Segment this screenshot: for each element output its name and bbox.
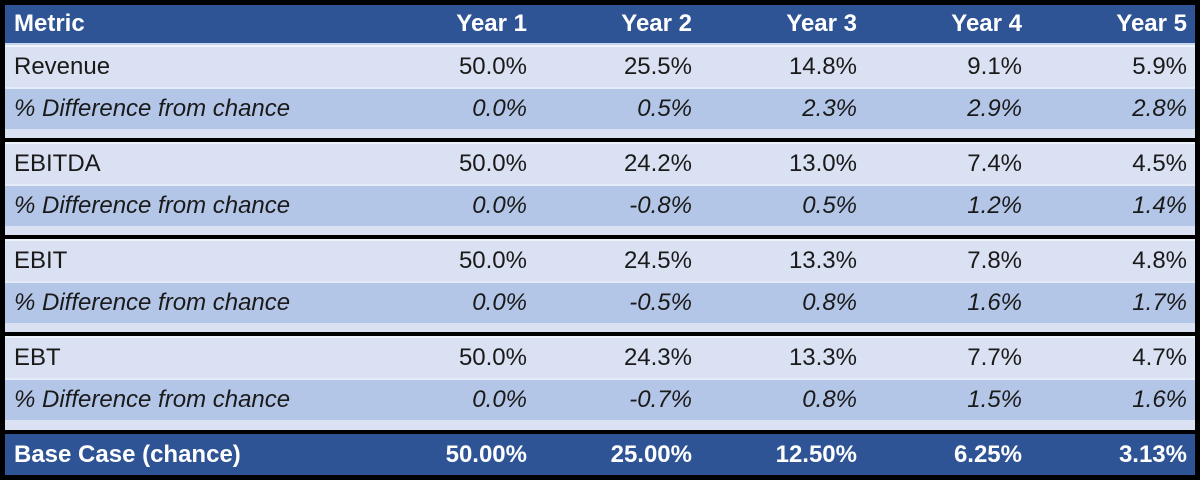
- diff-cell: 1.7%: [1132, 289, 1187, 316]
- diff-cell: 2.8%: [1132, 95, 1187, 122]
- value-cell: 25.5%: [623, 53, 692, 80]
- header-cell-year-2: Year 2: [621, 10, 692, 37]
- section-divider: [5, 226, 1195, 239]
- value-cell: 50.0%: [458, 53, 527, 80]
- diff-cell: 0.5%: [802, 192, 857, 219]
- metric-label: EBT: [14, 344, 61, 371]
- table-header-row: Metric Year 1 Year 2 Year 3 Year 4 Year …: [5, 5, 1195, 45]
- value-cell: 7.8%: [967, 247, 1022, 274]
- diff-cell: 0.8%: [802, 289, 857, 316]
- value-cell: 13.3%: [788, 344, 857, 371]
- diff-cell: 1.6%: [967, 289, 1022, 316]
- value-cell: 4.5%: [1132, 150, 1187, 177]
- value-cell: 50.0%: [458, 247, 527, 274]
- diff-cell: 1.4%: [1132, 192, 1187, 219]
- base-case-row: Base Case (chance) 50.00% 25.00% 12.50% …: [5, 430, 1195, 475]
- value-cell: 50.0%: [458, 344, 527, 371]
- value-cell: 4.7%: [1132, 344, 1187, 371]
- base-case-cell: 3.13%: [1118, 440, 1187, 468]
- footer-spacer: [5, 420, 1195, 430]
- diff-cell: 1.5%: [967, 386, 1022, 413]
- value-cell: 13.0%: [788, 150, 857, 177]
- diff-cell: 0.0%: [472, 95, 527, 122]
- diff-cell: -0.8%: [629, 192, 692, 219]
- diff-cell: 1.2%: [967, 192, 1022, 219]
- value-cell: 9.1%: [967, 53, 1022, 80]
- diff-cell: -0.7%: [629, 386, 692, 413]
- diff-cell: 0.0%: [472, 192, 527, 219]
- base-case-cell: 12.50%: [775, 440, 857, 468]
- diff-row-ebit: % Difference from chance 0.0% -0.5% 0.8%…: [5, 281, 1195, 323]
- metric-label: Revenue: [14, 53, 111, 80]
- header-cell-year-1: Year 1: [456, 10, 527, 37]
- diff-row-revenue: % Difference from chance 0.0% 0.5% 2.3% …: [5, 87, 1195, 129]
- base-case-label: Base Case (chance): [14, 440, 241, 468]
- header-cell-year-5: Year 5: [1116, 10, 1187, 37]
- diff-cell: 0.8%: [802, 386, 857, 413]
- value-cell: 5.9%: [1132, 53, 1187, 80]
- metric-label: EBITDA: [14, 150, 101, 177]
- section-divider: [5, 323, 1195, 336]
- base-case-cell: 50.00%: [445, 440, 527, 468]
- diff-row-ebt: % Difference from chance 0.0% -0.7% 0.8%…: [5, 378, 1195, 420]
- value-cell: 13.3%: [788, 247, 857, 274]
- diff-label: % Difference from chance: [14, 386, 291, 413]
- header-cell-year-4: Year 4: [951, 10, 1022, 37]
- value-cell: 7.7%: [967, 344, 1022, 371]
- diff-cell: 0.0%: [472, 386, 527, 413]
- metric-row-ebit: EBIT 50.0% 24.5% 13.3% 7.8% 4.8%: [5, 239, 1195, 281]
- diff-cell: 2.9%: [967, 95, 1022, 122]
- header-cell-year-3: Year 3: [786, 10, 857, 37]
- diff-cell: 0.5%: [637, 95, 692, 122]
- value-cell: 24.2%: [623, 150, 692, 177]
- diff-cell: 1.6%: [1132, 386, 1187, 413]
- value-cell: 14.8%: [788, 53, 857, 80]
- diff-cell: 2.3%: [802, 95, 857, 122]
- metric-label: EBIT: [14, 247, 68, 274]
- base-case-cell: 6.25%: [953, 440, 1022, 468]
- diff-row-ebitda: % Difference from chance 0.0% -0.8% 0.5%…: [5, 184, 1195, 226]
- value-cell: 7.4%: [967, 150, 1022, 177]
- value-cell: 24.5%: [623, 247, 692, 274]
- diff-label: % Difference from chance: [14, 95, 291, 122]
- base-case-cell: 25.00%: [610, 440, 692, 468]
- metric-row-ebt: EBT 50.0% 24.3% 13.3% 7.7% 4.7%: [5, 336, 1195, 378]
- value-cell: 24.3%: [623, 344, 692, 371]
- metric-row-revenue: Revenue 50.0% 25.5% 14.8% 9.1% 5.9%: [5, 45, 1195, 87]
- diff-cell: -0.5%: [629, 289, 692, 316]
- section-divider: [5, 129, 1195, 142]
- diff-label: % Difference from chance: [14, 289, 291, 316]
- value-cell: 50.0%: [458, 150, 527, 177]
- metric-row-ebitda: EBITDA 50.0% 24.2% 13.0% 7.4% 4.5%: [5, 142, 1195, 184]
- diff-label: % Difference from chance: [14, 192, 291, 219]
- value-cell: 4.8%: [1132, 247, 1187, 274]
- diff-cell: 0.0%: [472, 289, 527, 316]
- header-cell-metric: Metric: [14, 10, 85, 37]
